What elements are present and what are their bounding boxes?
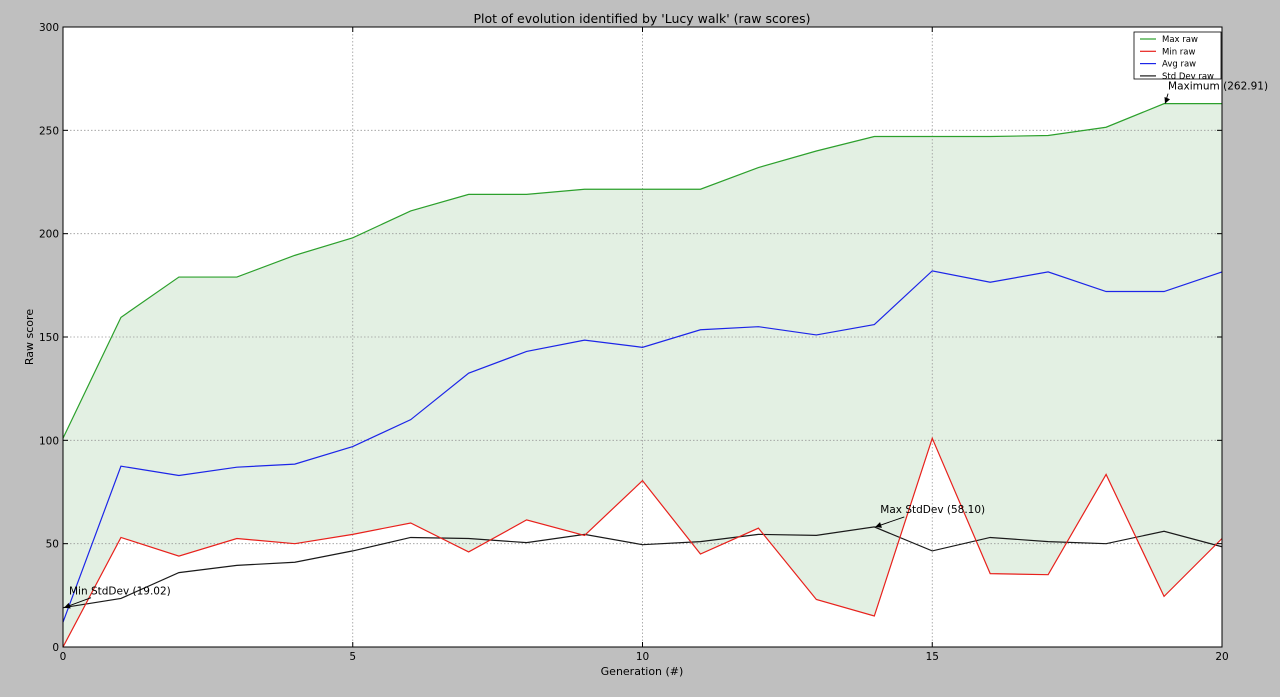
y-tick-label: 150	[39, 332, 59, 344]
x-tick-label: 10	[636, 651, 649, 663]
x-tick-label: 15	[926, 651, 939, 663]
annotation-layer: Maximum (262.91) Max StdDev (58.10) Min St…	[63, 81, 1268, 609]
y-tick-label: 300	[39, 22, 59, 34]
x-axis-label: Generation (#)	[601, 665, 684, 678]
annotation-label: Min StdDev (19.02)	[69, 586, 171, 598]
y-axis-label: Raw score	[23, 309, 36, 365]
series-line-avg-raw	[62, 270, 1223, 623]
annotation-arrowhead	[64, 602, 71, 609]
legend-label: Min raw	[1162, 47, 1195, 57]
x-tick-label: 0	[60, 651, 67, 663]
annotation-arrowhead	[1164, 96, 1171, 104]
series-line-max-raw	[62, 103, 1222, 439]
chart-title: Plot of evolution identified by 'Lucy wa…	[474, 11, 811, 26]
x-tick-label: 5	[349, 651, 356, 663]
grid-layer	[63, 27, 1222, 647]
legend: Max raw Min raw Avg raw Std Dev raw	[1133, 31, 1222, 82]
legend-label: Max raw	[1162, 35, 1198, 45]
series-line-min-raw	[62, 436, 1223, 648]
legend-label: Std Dev raw	[1162, 72, 1214, 82]
y-tick-label: 200	[39, 229, 59, 241]
annotation-label: Max StdDev (58.10)	[880, 504, 985, 516]
series-layer	[62, 103, 1223, 648]
annotation-label: Maximum (262.91)	[1168, 81, 1268, 93]
annotation-arrowhead	[875, 522, 882, 528]
y-tick-label: 250	[39, 125, 59, 137]
series-line-std-dev-raw	[62, 526, 1223, 609]
legend-box	[1133, 31, 1222, 80]
y-tick-label: 50	[46, 539, 59, 551]
y-tick-label: 0	[52, 642, 59, 654]
legend-label: Avg raw	[1162, 60, 1196, 70]
x-tick-label: 20	[1215, 651, 1228, 663]
y-tick-label: 100	[39, 435, 59, 447]
